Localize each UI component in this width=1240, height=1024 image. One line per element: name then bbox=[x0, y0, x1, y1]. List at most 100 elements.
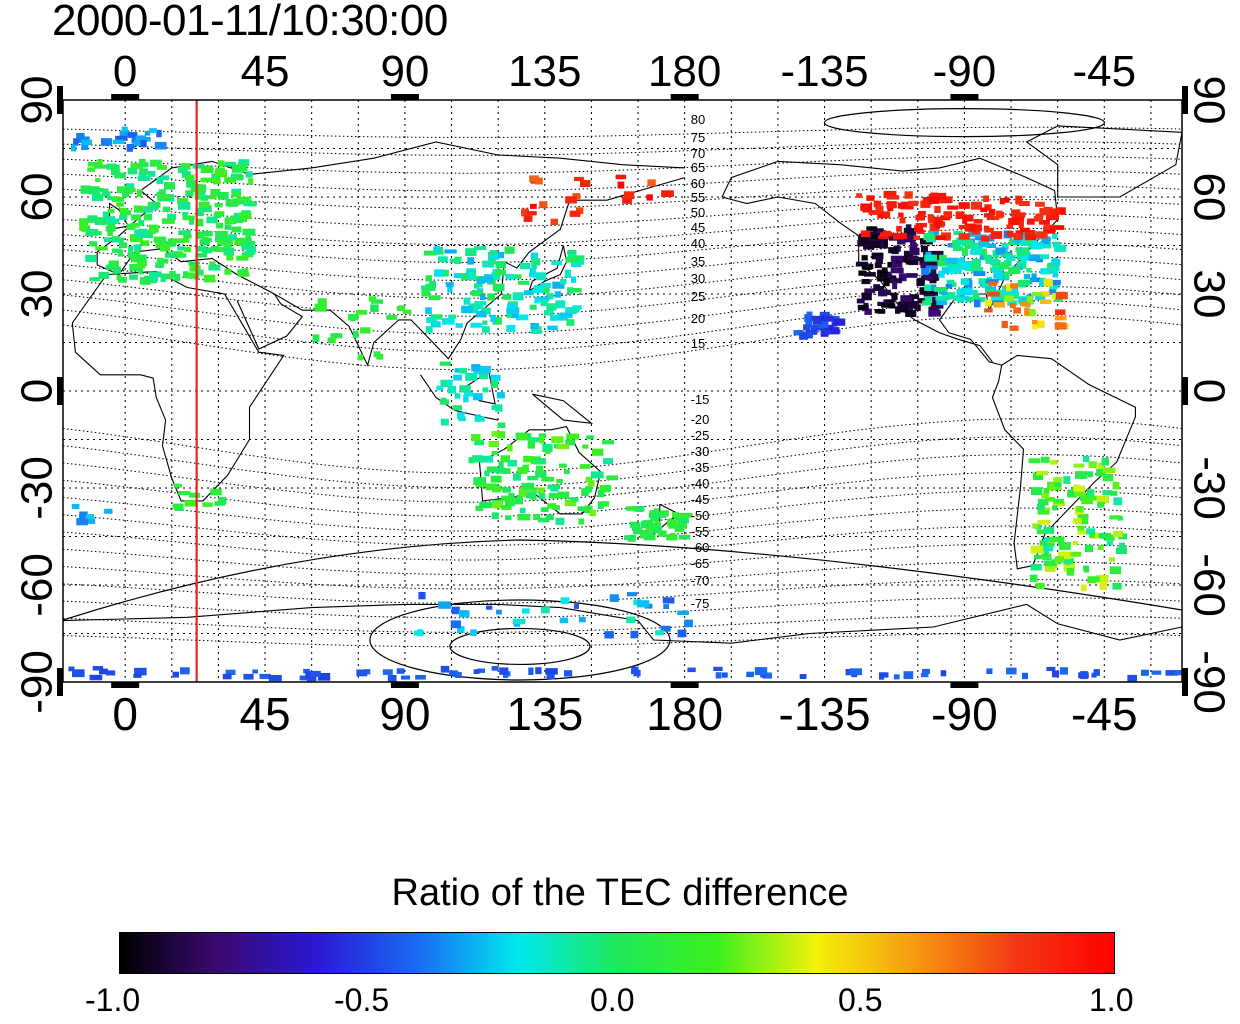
tec-data-cell bbox=[945, 257, 958, 265]
tec-data-cell bbox=[676, 523, 684, 531]
tec-data-cell bbox=[930, 192, 938, 201]
contour-value-label: -30 bbox=[691, 444, 710, 459]
tec-data-cell bbox=[1052, 505, 1058, 511]
tec-data-cell bbox=[239, 212, 252, 219]
tec-data-cell bbox=[881, 303, 892, 308]
tec-data-cell bbox=[958, 224, 970, 229]
tec-data-cell bbox=[652, 528, 659, 534]
tec-data-cell bbox=[1051, 259, 1061, 266]
tec-data-cell bbox=[1004, 271, 1010, 279]
coastline bbox=[1025, 125, 1182, 198]
tec-data-cell bbox=[1063, 564, 1075, 572]
contour-line bbox=[449, 627, 591, 666]
tec-data-cell bbox=[228, 234, 237, 241]
tec-data-cell bbox=[401, 675, 410, 680]
tec-data-cell bbox=[529, 304, 537, 310]
tec-data-cell bbox=[984, 227, 994, 233]
tec-data-cell bbox=[1054, 481, 1062, 487]
contour-line bbox=[63, 579, 1182, 604]
tec-data-cell bbox=[211, 246, 220, 251]
tec-data-cell bbox=[434, 245, 440, 253]
tec-data-cell bbox=[922, 274, 934, 281]
tec-data-cell bbox=[376, 353, 384, 360]
tec-data-cell bbox=[136, 261, 146, 269]
tec-data-cell bbox=[357, 354, 364, 361]
tec-data-cell bbox=[974, 299, 981, 308]
contour-value-label: 20 bbox=[691, 311, 705, 326]
tec-data-cell bbox=[677, 610, 689, 615]
lon-tick-label-bottom: 180 bbox=[646, 688, 723, 740]
tec-data-cell bbox=[877, 269, 888, 278]
tec-data-cell bbox=[118, 276, 127, 283]
tec-data-cell bbox=[1046, 263, 1060, 272]
tec-data-cell bbox=[1018, 221, 1024, 228]
tec-data-cell bbox=[1027, 296, 1033, 304]
tec-data-cell bbox=[239, 196, 252, 202]
tec-data-cell bbox=[1151, 670, 1162, 675]
tec-data-cell bbox=[602, 440, 614, 445]
tec-data-cell bbox=[537, 487, 545, 495]
tec-data-cell bbox=[1013, 307, 1021, 314]
tec-data-cell bbox=[439, 361, 451, 366]
tec-data-cell bbox=[873, 284, 881, 291]
tec-data-cell bbox=[475, 311, 487, 318]
tec-data-cell bbox=[905, 309, 917, 317]
tec-data-cell bbox=[545, 514, 554, 520]
tec-data-cell bbox=[636, 600, 650, 608]
tec-data-cell bbox=[560, 278, 567, 285]
tec-data-cell bbox=[425, 307, 432, 315]
tec-data-cell bbox=[1015, 195, 1023, 203]
tec-data-cell bbox=[635, 522, 641, 529]
contour-line bbox=[63, 454, 1182, 503]
tec-data-cell bbox=[999, 198, 1005, 205]
tec-data-cell bbox=[762, 672, 772, 679]
tec-data-cell bbox=[1049, 459, 1058, 465]
tec-data-cell bbox=[468, 457, 475, 464]
tec-data-cell bbox=[1019, 201, 1030, 206]
tec-data-cell bbox=[917, 277, 924, 286]
tec-data-cell bbox=[904, 191, 913, 199]
tec-data-cell bbox=[121, 187, 133, 194]
tec-data-cell bbox=[970, 201, 982, 210]
tec-data-cell bbox=[1032, 320, 1045, 328]
tec-data-cell bbox=[962, 216, 968, 224]
tec-data-cell bbox=[425, 275, 433, 282]
tec-data-cell bbox=[144, 275, 156, 284]
tec-data-cell bbox=[1066, 568, 1074, 576]
tec-data-cell bbox=[506, 324, 516, 332]
tec-data-cell bbox=[418, 592, 426, 600]
tec-data-cell bbox=[181, 171, 191, 178]
tec-data-cell bbox=[1045, 497, 1056, 502]
tec-data-cell bbox=[225, 199, 238, 207]
tec-data-cell bbox=[934, 217, 943, 225]
tec-data-cell bbox=[231, 226, 242, 233]
tec-data-cell bbox=[1043, 546, 1054, 552]
contour-value-label: -35 bbox=[691, 460, 710, 475]
tec-data-cell bbox=[606, 475, 618, 481]
tec-data-cell bbox=[1055, 309, 1066, 315]
tec-data-cell bbox=[492, 317, 502, 325]
tec-data-cell bbox=[1089, 576, 1100, 582]
tec-data-cell bbox=[934, 287, 947, 292]
tec-data-cell bbox=[990, 231, 1003, 239]
tec-data-cell bbox=[164, 182, 176, 190]
tec-data-cell bbox=[1052, 270, 1058, 278]
tec-data-cell bbox=[95, 193, 101, 199]
tec-data-cell bbox=[579, 464, 591, 469]
tec-data-cell bbox=[116, 275, 122, 280]
tec-data-cell bbox=[653, 508, 660, 515]
tec-data-cell bbox=[715, 672, 722, 679]
tec-data-cell bbox=[684, 619, 693, 628]
tec-data-cell bbox=[660, 625, 671, 632]
tec-data-cell bbox=[133, 244, 142, 251]
tec-data-cell bbox=[71, 503, 80, 510]
tec-data-cell bbox=[909, 232, 917, 238]
tec-data-cell bbox=[1102, 474, 1114, 482]
tec-data-cell bbox=[98, 271, 110, 279]
tec-data-cell bbox=[915, 214, 925, 221]
tec-data-cell bbox=[540, 299, 548, 307]
tec-data-cell bbox=[117, 249, 124, 257]
tec-data-cell bbox=[928, 309, 941, 317]
tec-data-cell bbox=[246, 228, 256, 236]
tec-data-cell bbox=[1041, 493, 1050, 499]
